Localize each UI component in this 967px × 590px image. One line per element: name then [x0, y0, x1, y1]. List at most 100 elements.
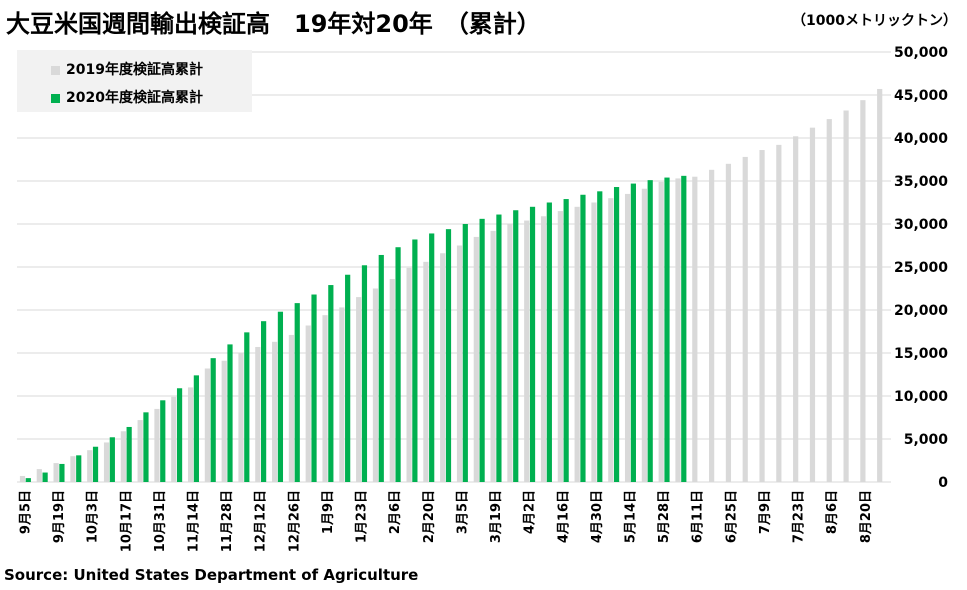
bar-2020: [630, 183, 636, 482]
bar-2020: [597, 191, 603, 482]
bar-2020: [294, 303, 300, 482]
y-tick-label: 0: [938, 475, 948, 491]
bar-2019: [389, 279, 395, 482]
bar-2020: [361, 265, 368, 482]
bars: [19, 88, 883, 483]
bar-2019: [524, 220, 530, 482]
bar-2020: [445, 229, 452, 482]
bar-2020: [496, 214, 502, 483]
bar-2019: [557, 211, 563, 482]
bar-2020: [227, 344, 233, 482]
bar-2019: [658, 181, 664, 483]
bar-2019: [70, 456, 76, 482]
bar-2019: [540, 216, 547, 482]
x-tick-label: 6月25日: [724, 490, 739, 543]
x-tick-label: 9月5日: [18, 490, 33, 534]
x-tick-label: 9月19日: [52, 490, 67, 543]
bar-2020: [76, 455, 82, 482]
x-tick-label: 8月20日: [859, 490, 874, 543]
bar-2019: [877, 88, 883, 482]
bar-2019: [725, 163, 732, 483]
bar-2019: [456, 245, 463, 482]
bar-2019: [171, 396, 177, 482]
x-tick-label: 11月14日: [186, 490, 201, 552]
legend: 2019年度検証高累計 2020年度検証高累計: [17, 50, 252, 112]
chart-title: 大豆米国週間輸出検証高 19年対20年 （累計）: [6, 10, 541, 38]
bar-2019: [692, 176, 698, 482]
bar-2019: [860, 100, 866, 482]
bar-2020: [193, 375, 199, 482]
x-tick-label: 12月12日: [254, 490, 269, 552]
bar-2020: [546, 202, 552, 482]
x-tick-label: 10月17日: [119, 490, 134, 552]
legend-label-2019: 2019年度検証高累計: [66, 62, 203, 78]
bar-2019: [507, 224, 513, 482]
y-tick-label: 40,000: [894, 131, 948, 147]
bar-2020: [59, 463, 65, 482]
source-note: Source: United States Department of Agri…: [4, 566, 419, 584]
bar-2020: [92, 446, 99, 482]
y-tick-label: 30,000: [894, 217, 948, 233]
bar-2019: [826, 119, 832, 482]
x-tick-labels: 9月5日 9月19日 10月3日 10月17日 10月31日 11月14日 11月28日 12…: [18, 490, 873, 552]
bar-2020: [244, 332, 250, 482]
bar-2019: [87, 450, 93, 482]
bar-2020: [429, 233, 435, 482]
bar-2020: [395, 247, 401, 482]
y-tick-label: 15,000: [894, 346, 948, 362]
bar-2019: [339, 307, 345, 482]
bar-2019: [742, 156, 748, 483]
y-tick-label: 50,000: [894, 45, 948, 61]
bar-2019: [154, 408, 160, 482]
x-tick-label: 10月31日: [153, 490, 168, 552]
bar-2019: [675, 178, 681, 483]
bar-2019: [322, 315, 328, 482]
bar-2019: [103, 442, 110, 482]
bar-2020: [580, 194, 586, 482]
x-tick-label: 1月23日: [355, 490, 370, 543]
bar-2019: [641, 188, 647, 483]
y-tick-label: 25,000: [894, 260, 948, 276]
bar-2020: [328, 285, 334, 482]
bar-2019: [843, 110, 849, 482]
bar-2020: [613, 187, 620, 482]
legend-label-2020: 2020年度検証高累計: [66, 90, 203, 106]
bar-2019: [406, 267, 412, 482]
y-tick-label: 35,000: [894, 174, 948, 190]
bar-2019: [255, 346, 261, 482]
x-tick-label: 3月5日: [455, 490, 470, 534]
bar-2019: [372, 288, 379, 482]
bar-2019: [221, 360, 227, 482]
bar-2019: [238, 353, 244, 482]
bar-2019: [305, 325, 311, 482]
bar-2019: [288, 334, 295, 482]
x-tick-label: 10月3日: [86, 490, 101, 543]
y-tick-labels: 0 5,000 10,000 15,000 20,000 25,000 30,000 35,0…: [894, 45, 948, 491]
bar-2020: [462, 224, 468, 482]
bar-2019: [709, 169, 715, 482]
bar-2020: [529, 206, 536, 483]
y-tick-label: 5,000: [904, 432, 949, 448]
bar-2019: [137, 420, 143, 482]
legend-swatch-2019: [51, 65, 60, 75]
bar-2020: [664, 177, 670, 482]
bar-2019: [473, 236, 479, 482]
legend-item-2020: 2020年度検証高累計: [51, 87, 203, 107]
bar-2020: [160, 400, 166, 482]
bar-2019: [624, 193, 631, 482]
bar-2020: [479, 218, 485, 482]
x-tick-label: 5月28日: [657, 490, 672, 543]
legend-item-2019: 2019年度検証高累計: [51, 59, 203, 79]
y-tick-label: 10,000: [894, 389, 948, 405]
bar-2019: [809, 127, 816, 483]
bar-2020: [42, 472, 48, 482]
x-tick-label: 3月19日: [489, 490, 504, 543]
bar-2020: [311, 294, 317, 482]
bar-2020: [25, 478, 31, 482]
bar-2019: [187, 387, 194, 482]
bar-2020: [378, 254, 384, 482]
x-tick-label: 5月14日: [623, 490, 638, 543]
bar-2019: [591, 202, 597, 482]
bar-2019: [53, 463, 59, 482]
